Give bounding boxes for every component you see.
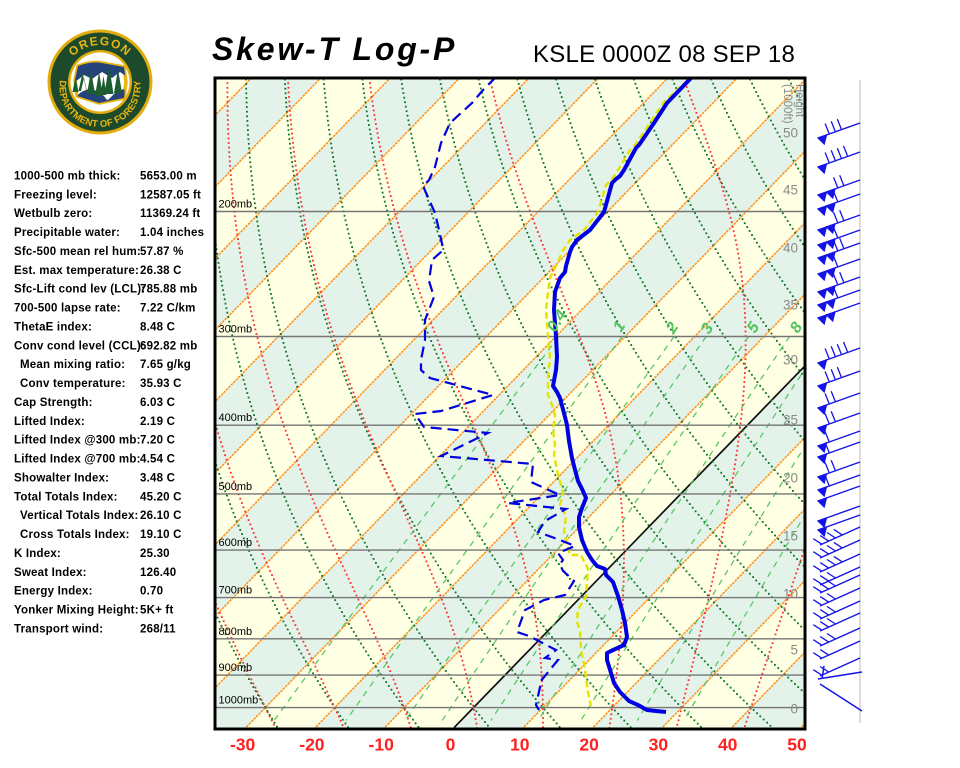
svg-text:Sfc-Lift cond lev (LCL):: Sfc-Lift cond lev (LCL): [14,284,145,296]
svg-text:1000mb: 1000mb [219,695,259,707]
svg-text:4.54 C: 4.54 C [140,454,175,466]
svg-text:785.88 mb: 785.88 mb [140,284,197,296]
svg-text:0: 0 [446,735,456,755]
svg-text:8.48 C: 8.48 C [140,322,175,334]
svg-text:20: 20 [579,735,599,755]
svg-text:45: 45 [783,183,798,198]
svg-text:700mb: 700mb [219,585,253,597]
svg-text:1000-500 mb thick:: 1000-500 mb thick: [14,171,121,183]
svg-text:Lifted Index:: Lifted Index: [14,416,85,428]
svg-text:Conv temperature:: Conv temperature: [20,378,126,390]
svg-text:5K+ ft: 5K+ ft [140,605,173,617]
svg-text:ThetaE index:: ThetaE index: [14,322,92,334]
svg-text:Transport wind:: Transport wind: [14,623,103,635]
svg-text:12587.05 ft: 12587.05 ft [140,189,201,201]
svg-text:Sfc-500 mean rel hum:: Sfc-500 mean rel hum: [14,246,141,258]
svg-text:26.38 C: 26.38 C [140,265,182,277]
svg-text:692.82 mb: 692.82 mb [140,340,197,352]
svg-text:11369.24 ft: 11369.24 ft [140,208,200,220]
svg-text:Lifted Index @700 mb:: Lifted Index @700 mb: [14,454,141,466]
svg-text:15: 15 [783,529,798,544]
svg-text:6.03 C: 6.03 C [140,397,175,409]
svg-text:-20: -20 [299,735,325,755]
svg-text:KSLE 0000Z 08 SEP 18: KSLE 0000Z 08 SEP 18 [533,41,795,68]
svg-text:200mb: 200mb [219,199,253,211]
svg-text:3.48 C: 3.48 C [140,472,175,484]
svg-text:35.93 C: 35.93 C [140,378,182,390]
svg-text:7.65 g/kg: 7.65 g/kg [140,359,191,371]
svg-text:45.20 C: 45.20 C [140,491,182,503]
svg-text:Total Totals Index:: Total Totals Index: [14,491,118,503]
svg-text:Skew-T Log-P: Skew-T Log-P [212,31,457,67]
svg-text:0: 0 [790,702,798,717]
svg-text:30: 30 [783,353,798,368]
svg-text:Height: Height [793,84,805,118]
svg-text:600mb: 600mb [219,537,253,549]
svg-text:7.20 C: 7.20 C [140,435,175,447]
svg-text:5: 5 [790,643,798,658]
svg-text:Vertical Totals Index:: Vertical Totals Index: [20,510,139,522]
svg-text:700-500 lapse rate:: 700-500 lapse rate: [14,303,121,315]
svg-text:400mb: 400mb [219,412,253,424]
svg-text:Mean mixing ratio:: Mean mixing ratio: [20,359,125,371]
svg-text:Cap Strength:: Cap Strength: [14,397,93,409]
svg-text:-30: -30 [230,735,256,755]
svg-text:Energy Index:: Energy Index: [14,586,93,598]
svg-text:800mb: 800mb [219,626,253,638]
svg-text:0.70: 0.70 [140,586,163,598]
svg-text:Precipitable water:: Precipitable water: [14,227,120,239]
svg-text:(1000ft): (1000ft) [781,84,793,124]
svg-text:-10: -10 [369,735,395,755]
svg-text:Yonker Mixing Height:: Yonker Mixing Height: [14,605,139,617]
svg-text:35: 35 [783,298,798,313]
svg-text:300mb: 300mb [219,324,253,336]
svg-text:Showalter Index:: Showalter Index: [14,472,109,484]
svg-text:268/11: 268/11 [140,623,176,635]
svg-text:K Index:: K Index: [14,548,61,560]
svg-text:Conv cond level (CCL):: Conv cond level (CCL): [14,340,145,352]
svg-text:Cross Totals Index:: Cross Totals Index: [20,529,130,541]
svg-text:2.19 C: 2.19 C [140,416,175,428]
svg-text:20: 20 [783,471,798,486]
svg-text:57.87 %: 57.87 % [140,246,184,258]
svg-text:40: 40 [783,241,798,256]
svg-text:Est. max temperature:: Est. max temperature: [14,265,139,277]
svg-text:19.10 C: 19.10 C [140,529,182,541]
svg-text:500mb: 500mb [219,481,253,493]
svg-text:10: 10 [510,735,530,755]
svg-text:1.04 inches: 1.04 inches [140,227,204,239]
svg-text:10: 10 [783,587,798,602]
svg-text:Wetbulb zero:: Wetbulb zero: [14,208,92,220]
svg-text:40: 40 [718,735,738,755]
svg-text:50: 50 [783,126,798,141]
svg-text:Lifted Index @300 mb:: Lifted Index @300 mb: [14,435,141,447]
svg-text:5653.00 m: 5653.00 m [140,171,197,183]
svg-text:30: 30 [649,735,669,755]
svg-text:26.10 C: 26.10 C [140,510,182,522]
svg-text:126.40: 126.40 [140,567,176,579]
svg-text:900mb: 900mb [219,662,253,674]
svg-text:7.22 C/km: 7.22 C/km [140,303,196,315]
svg-text:25: 25 [783,413,798,428]
svg-text:50: 50 [787,735,807,755]
svg-text:Sweat Index:: Sweat Index: [14,567,87,579]
svg-text:25.30: 25.30 [140,548,170,560]
svg-text:Freezing level:: Freezing level: [14,189,97,201]
